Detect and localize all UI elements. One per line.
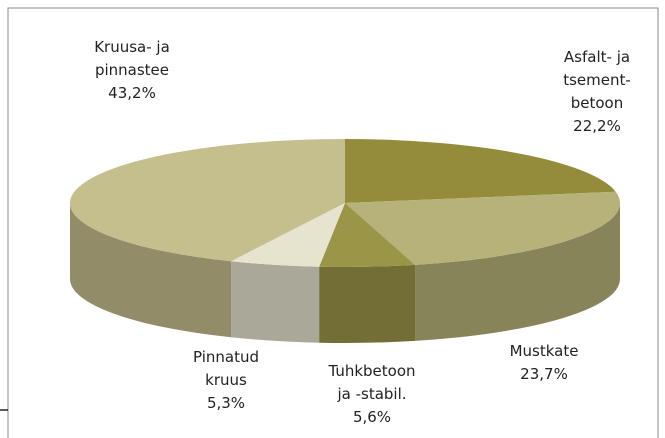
slice-label: Tuhkbetoon ja -stabil. 5,6% <box>302 360 442 429</box>
category-label: Pinnatud kruus <box>193 348 259 389</box>
value-label: 5,6% <box>352 408 392 426</box>
slice-label: Mustkate 23,7% <box>474 340 614 386</box>
slice <box>319 203 416 267</box>
slice <box>345 139 616 203</box>
slice-side <box>231 261 320 343</box>
slice-side <box>319 264 416 343</box>
slice-label: Kruusa- ja pinnastee 43,2% <box>62 36 202 105</box>
slice <box>69 139 345 262</box>
category-label: Tuhkbetoon ja -stabil. <box>328 362 416 403</box>
value-label: 22,2% <box>573 117 621 135</box>
category-label: Mustkate <box>509 342 579 360</box>
category-label: Asfalt- ja tsement- betoon <box>563 48 631 112</box>
value-label: 23,7% <box>520 365 568 383</box>
chart-frame <box>7 7 659 438</box>
slice-side <box>70 203 232 338</box>
value-label: 43,2% <box>108 84 156 102</box>
slice-side <box>415 203 620 341</box>
value-label: 5,3% <box>206 394 246 412</box>
slice-label: Asfalt- ja tsement- betoon 22,2% <box>527 46 665 138</box>
slice <box>231 203 345 267</box>
category-label: Kruusa- ja pinnastee <box>94 38 170 79</box>
slice <box>345 191 620 265</box>
slice-label: Pinnatud kruus 5,3% <box>156 346 296 415</box>
